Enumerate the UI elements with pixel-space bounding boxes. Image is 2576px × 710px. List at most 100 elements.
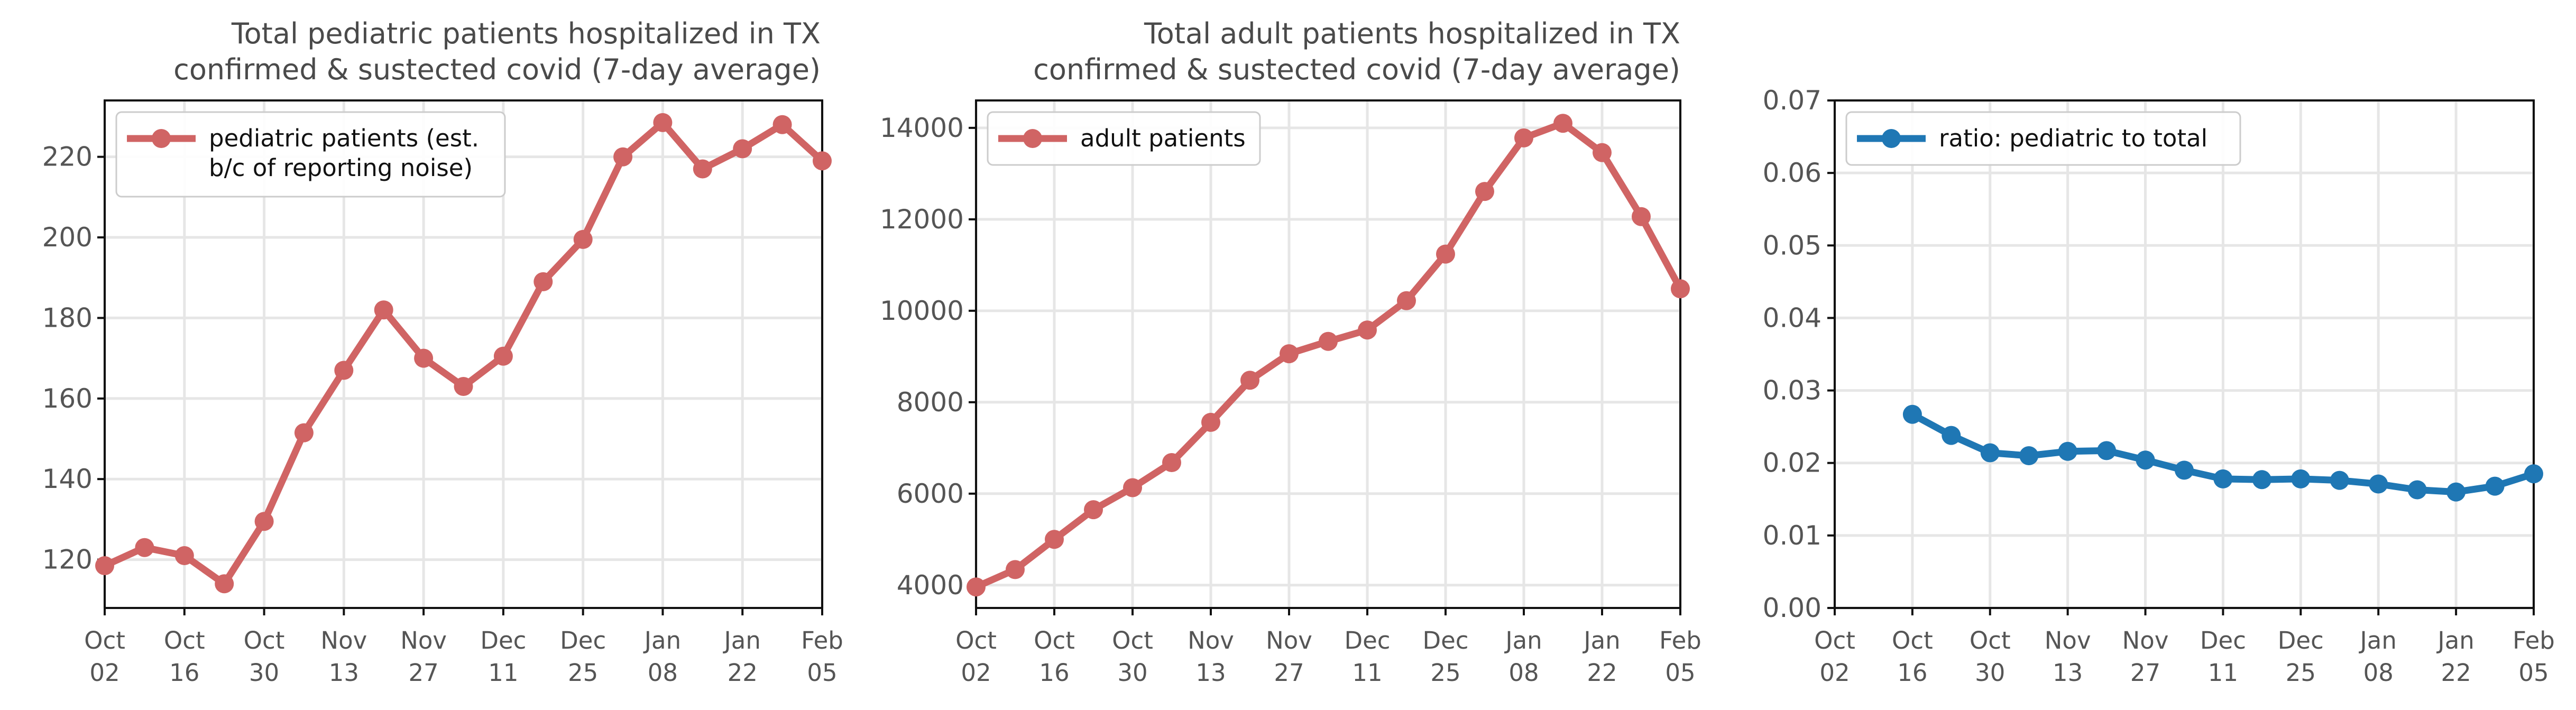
data-point	[1240, 371, 1259, 390]
x-tick-label-day: 13	[1195, 659, 1226, 687]
x-tick-label-month: Oct	[1112, 626, 1153, 654]
y-tick-label: 0.07	[1763, 85, 1821, 116]
x-tick-label-day: 16	[1897, 659, 1927, 687]
x-tick-label-month: Feb	[2513, 626, 2555, 654]
data-point	[1902, 404, 1922, 424]
data-point	[1045, 530, 1064, 549]
x-tick-label-month: Nov	[1266, 626, 1312, 654]
chart-panel-2: Total adult patients hospitalized in TXc…	[880, 17, 1701, 687]
data-point	[95, 556, 114, 575]
y-tick-label: 140	[42, 464, 93, 494]
data-point	[2136, 450, 2155, 470]
data-point	[653, 113, 673, 132]
x-tick-label-month: Jan	[723, 626, 761, 654]
x-tick-label-day: 16	[169, 659, 199, 687]
x-tick-label-day: 02	[1819, 659, 1850, 687]
data-point	[135, 538, 154, 557]
data-point	[1436, 244, 1455, 264]
x-tick-label-day: 30	[1117, 659, 1147, 687]
y-tick-label: 0.01	[1763, 520, 1821, 551]
x-tick-label-month: Oct	[164, 626, 205, 654]
x-tick-label-month: Dec	[480, 626, 526, 654]
data-point	[1632, 207, 1651, 226]
data-point	[1397, 291, 1416, 310]
x-tick-label-month: Nov	[320, 626, 367, 654]
x-tick-label-month: Oct	[1892, 626, 1933, 654]
data-point	[2446, 482, 2466, 502]
data-point	[2058, 441, 2077, 461]
y-tick-label: 200	[42, 222, 93, 253]
x-tick-label-day: 11	[2208, 659, 2238, 687]
data-point	[334, 361, 354, 380]
x-tick-label-month: Nov	[2122, 626, 2169, 654]
legend-marker	[152, 129, 171, 148]
chart-title-line: confirmed & sustected covid (7-day avera…	[1033, 53, 1680, 86]
data-point	[2524, 464, 2543, 484]
chart-panel-3: 0.00 0.01 0.02 0.03 0.04 0.05 0.06 0.07 Oct 02 Oct…	[1763, 85, 2555, 687]
data-point	[1980, 443, 2000, 463]
legend: adult patients	[987, 111, 1261, 166]
y-tick-label: 8000	[897, 387, 964, 418]
data-point	[1593, 143, 1612, 162]
series-1	[1902, 404, 2543, 502]
x-tick-label-day: 16	[1039, 659, 1069, 687]
axes-frame	[975, 99, 1681, 609]
chart-title-line: Total adult patients hospitalized in TX	[1144, 17, 1680, 50]
x-tick-label-month: Oct	[1034, 626, 1075, 654]
y-tick-label: 10000	[880, 296, 964, 326]
x-tick-label-month: Nov	[2045, 626, 2091, 654]
x-tick-label-day: 22	[2441, 659, 2471, 687]
axes-frame	[1834, 99, 2535, 609]
data-point	[2291, 469, 2311, 488]
x-tick-label-day: 13	[329, 659, 359, 687]
y-tick-label: 120	[42, 545, 93, 575]
y-tick-label: 0.03	[1763, 375, 1821, 406]
x-tick-label-month: Feb	[1659, 626, 1701, 654]
data-point	[374, 300, 393, 320]
y-tick-label: 0.02	[1763, 448, 1821, 478]
y-tick-label: 0.04	[1763, 302, 1821, 333]
x-tick-label-month: Oct	[1970, 626, 2011, 654]
legend-label: b/c of reporting noise)	[209, 154, 473, 182]
x-tick-label-month: Jan	[643, 626, 681, 654]
x-tick-label-day: 08	[2363, 659, 2394, 687]
data-point	[2485, 476, 2505, 496]
x-tick-label-day: 22	[1587, 659, 1617, 687]
x-tick-label-day: 05	[807, 659, 837, 687]
x-tick-label-day: 13	[2053, 659, 2083, 687]
x-tick-label-day: 27	[1274, 659, 1304, 687]
data-point	[1162, 453, 1181, 472]
y-tick-label: 0.06	[1763, 158, 1821, 188]
data-point	[1671, 279, 1690, 299]
data-point	[414, 348, 434, 368]
data-point	[294, 423, 314, 442]
legend-box	[1845, 111, 2241, 166]
data-point	[2330, 471, 2349, 490]
legend-label: ratio: pediatric to total	[1939, 124, 2207, 152]
legend: pediatric patients (est.b/c of reporting…	[115, 111, 506, 198]
x-tick-label-day: 30	[249, 659, 279, 687]
data-point	[1084, 500, 1103, 520]
data-point	[1553, 114, 1572, 133]
y-tick-label: 4000	[897, 570, 964, 601]
x-tick-label-day: 30	[1975, 659, 2005, 687]
x-tick-label-month: Feb	[801, 626, 843, 654]
x-tick-label-day: 05	[1665, 659, 1695, 687]
x-tick-label-day: 22	[728, 659, 758, 687]
y-tick-label: 6000	[897, 478, 964, 509]
y-tick-label: 0.05	[1763, 230, 1821, 261]
legend: ratio: pediatric to total	[1845, 111, 2241, 166]
series-1	[967, 114, 1690, 597]
x-tick-label-day: 25	[2286, 659, 2316, 687]
x-tick-label-day: 27	[2130, 659, 2160, 687]
data-point	[1006, 560, 1025, 579]
y-tick-label: 0.00	[1763, 593, 1821, 623]
x-tick-label-month: Oct	[244, 626, 285, 654]
data-point	[2097, 441, 2117, 460]
data-point	[1514, 128, 1533, 147]
legend-marker	[1023, 129, 1042, 148]
data-point	[613, 147, 633, 167]
data-point	[533, 272, 553, 291]
x-tick-label-day: 11	[1352, 659, 1382, 687]
